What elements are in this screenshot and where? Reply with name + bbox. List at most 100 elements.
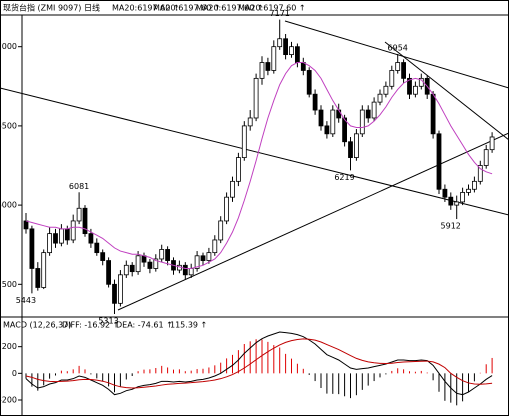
trend-line xyxy=(0,87,509,216)
candle-body xyxy=(241,125,247,158)
candle-body xyxy=(123,264,129,276)
price-annotation: 6219 xyxy=(334,173,354,182)
candle-body xyxy=(383,85,389,95)
candle-body xyxy=(401,62,407,79)
candle-body xyxy=(471,180,477,190)
price-annotation: 6954 xyxy=(388,43,408,52)
candle-body xyxy=(224,196,230,222)
candle-body xyxy=(477,165,483,182)
candle-body xyxy=(59,228,64,244)
line-series xyxy=(25,62,493,269)
candle-body xyxy=(82,207,88,235)
candle-body xyxy=(483,149,489,166)
y-tick-label: 0 xyxy=(12,369,17,378)
candle-body xyxy=(336,109,342,119)
candle-body xyxy=(147,261,153,269)
candle-body xyxy=(129,264,135,273)
candle-body xyxy=(436,133,442,190)
candle-body xyxy=(188,268,194,276)
candle-body xyxy=(64,228,70,241)
candle-body xyxy=(271,46,277,71)
legend-entry: MA20:6197.60 ↑ xyxy=(238,4,306,13)
candle-body xyxy=(412,85,418,95)
macd-title: MACD (12,26,37) xyxy=(3,321,71,330)
candle-body xyxy=(200,255,206,261)
price-annotation: 7171 xyxy=(270,9,290,18)
candle-body xyxy=(218,220,224,241)
candle-body xyxy=(141,255,147,263)
candle-body xyxy=(324,125,330,135)
candle-body xyxy=(342,117,348,143)
candle-body xyxy=(265,62,271,71)
trend-line xyxy=(384,41,509,141)
candle-body xyxy=(118,274,123,304)
candle-body xyxy=(377,93,383,103)
legend-entry: MA20:6197.60 ↑ xyxy=(153,4,221,13)
legend-entry: MA20:6197.60 ↑ xyxy=(196,4,264,13)
trend-line xyxy=(117,132,509,311)
candle-body xyxy=(353,133,359,158)
candle-body xyxy=(53,233,58,244)
candle-body xyxy=(41,252,47,288)
candle-body xyxy=(395,62,401,71)
candle-body xyxy=(466,188,471,193)
candle-body xyxy=(318,109,324,127)
candle-body xyxy=(253,77,259,119)
candle-body xyxy=(70,220,76,241)
candle-body xyxy=(306,70,312,95)
candle-body xyxy=(94,242,100,254)
price-annotation: 6081 xyxy=(69,182,89,191)
candle-body xyxy=(430,93,436,135)
candle-body xyxy=(194,255,200,269)
candle-body xyxy=(112,283,117,304)
candle-body xyxy=(359,109,365,135)
candle-body xyxy=(29,228,35,269)
candle-body xyxy=(159,249,165,260)
candle-body xyxy=(289,46,294,56)
candle-body xyxy=(230,180,235,198)
candle-body xyxy=(294,46,300,63)
y-tick-label: -200 xyxy=(0,396,17,405)
candle-body xyxy=(448,196,454,206)
candle-body xyxy=(165,249,171,261)
line-series xyxy=(25,331,493,396)
candle-body xyxy=(259,62,265,79)
candle-body xyxy=(135,255,141,273)
candle-body xyxy=(182,264,188,276)
candle-body xyxy=(442,188,448,198)
candle-body xyxy=(106,260,111,285)
macd-label: DIFF: -16.92 ↑ xyxy=(62,321,119,330)
candle-body xyxy=(348,141,353,158)
candle-body xyxy=(88,233,94,244)
candle-body xyxy=(235,157,241,182)
candle-body xyxy=(47,233,52,254)
candle-body xyxy=(454,201,460,206)
candle-body xyxy=(23,220,29,230)
y-tick-label: 6000 xyxy=(0,201,17,210)
trend-line xyxy=(284,20,509,89)
y-tick-label: 7000 xyxy=(0,42,17,51)
legend-entry: MA20:6197.60 ↑ xyxy=(112,4,180,13)
chart-title: 现货台指 (ZMI 9097) 日线 xyxy=(3,3,100,13)
candle-body xyxy=(489,136,495,151)
candle-body xyxy=(330,109,336,135)
candle-body xyxy=(35,268,41,288)
price-annotation: 5313 xyxy=(98,316,118,325)
candle-body xyxy=(277,38,283,48)
candle-body xyxy=(76,207,82,222)
candle-body xyxy=(389,70,395,87)
macd-label: 115.39 ↑ xyxy=(170,321,207,330)
candle-body xyxy=(371,101,377,119)
candle-body xyxy=(460,192,466,203)
y-tick-label: 200 xyxy=(2,342,17,351)
candle-body xyxy=(153,258,159,269)
line-series xyxy=(25,338,493,389)
candle-body xyxy=(283,38,289,56)
price-annotation: 5443 xyxy=(16,296,36,305)
trend-lines xyxy=(0,20,509,311)
candle-body xyxy=(206,252,212,261)
macd-label: DEA: -74.61 ↑ xyxy=(116,321,173,330)
